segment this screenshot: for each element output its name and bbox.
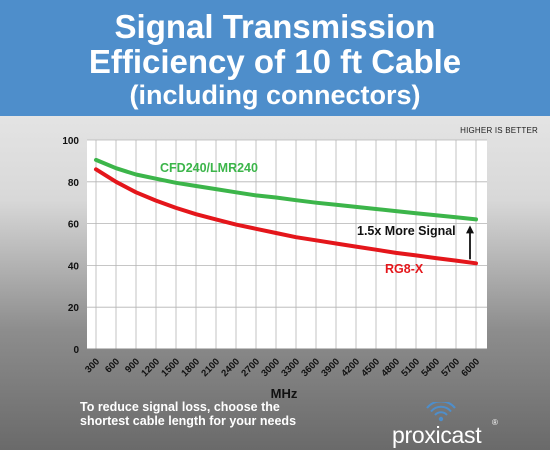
y-tick-labels: 0 20 40 60 80 100 (62, 136, 79, 356)
x-tick-label-2400: 2400 (219, 356, 242, 379)
y-tick-label-80: 80 (68, 178, 80, 189)
x-tick-label-3900: 3900 (319, 356, 342, 379)
x-tick-label-300: 300 (83, 356, 102, 375)
x-tick-label-5100: 5100 (399, 356, 422, 379)
x-tick-labels: 300 600 9001200150018002100240027003000330… (83, 356, 482, 379)
x-tick-label-2100: 2100 (199, 356, 222, 379)
x-tick-label-3600: 3600 (299, 356, 322, 379)
series-label-rg8x: RG8-X (385, 262, 424, 276)
plot-area (87, 140, 487, 349)
footer-tip-line-1: To reduce signal loss, choose the (80, 400, 280, 414)
series-line-cfd240 (94, 157, 478, 222)
y-tick-label-100: 100 (62, 136, 79, 147)
x-tick-label-4800: 4800 (379, 356, 402, 379)
annotation-arrow-head (466, 225, 474, 234)
x-tick-label-600: 600 (103, 356, 122, 375)
y-tick-label-20: 20 (68, 303, 80, 314)
x-tick-label-1800: 1800 (179, 356, 202, 379)
series-label-cfd240: CFD240/LMR240 (160, 161, 258, 175)
gridlines (87, 139, 487, 349)
chart-title-line-2: Efficiency of 10 ft Cable (88, 43, 462, 80)
x-tick-label-2700: 2700 (239, 356, 262, 379)
x-tick-label-1200: 1200 (139, 356, 162, 379)
y-tick-label-60: 60 (68, 220, 80, 231)
logo-wordmark: proxicast (392, 422, 482, 448)
footer-tip-line-2: shortest cable length for your needs (80, 414, 297, 428)
y-tick-label-0: 0 (73, 345, 79, 356)
registered-mark: ® (492, 418, 498, 427)
x-tick-label-5700: 5700 (439, 356, 462, 379)
chart-subtitle: (including connectors) (129, 80, 421, 110)
wifi-waves-icon (426, 402, 456, 422)
y-tick-label-40: 40 (68, 261, 80, 272)
x-tick-label-4500: 4500 (359, 356, 382, 379)
x-tick-label-5400: 5400 (419, 356, 442, 379)
x-tick-label-4200: 4200 (339, 356, 362, 379)
header-banner: Signal Transmission Efficiency of 10 ft … (0, 0, 550, 116)
x-tick-label-6000: 6000 (459, 356, 482, 379)
x-tick-label-3300: 3300 (279, 356, 302, 379)
annotation-arrow (466, 225, 474, 260)
footer-tip: To reduce signal loss, choose the shorte… (80, 400, 296, 428)
series-line-rg8x (94, 167, 478, 266)
chart-title-line-1: Signal Transmission (114, 8, 436, 45)
series-lines (94, 157, 478, 266)
annotation-label: 1.5x More Signal (357, 224, 456, 238)
proxicast-logo: proxicast ® (392, 402, 512, 448)
x-tick-label-3000: 3000 (259, 356, 282, 379)
x-tick-label-1500: 1500 (159, 356, 182, 379)
higher-is-better-note: HIGHER IS BETTER (460, 126, 538, 135)
x-axis-label: MHz (271, 386, 298, 401)
